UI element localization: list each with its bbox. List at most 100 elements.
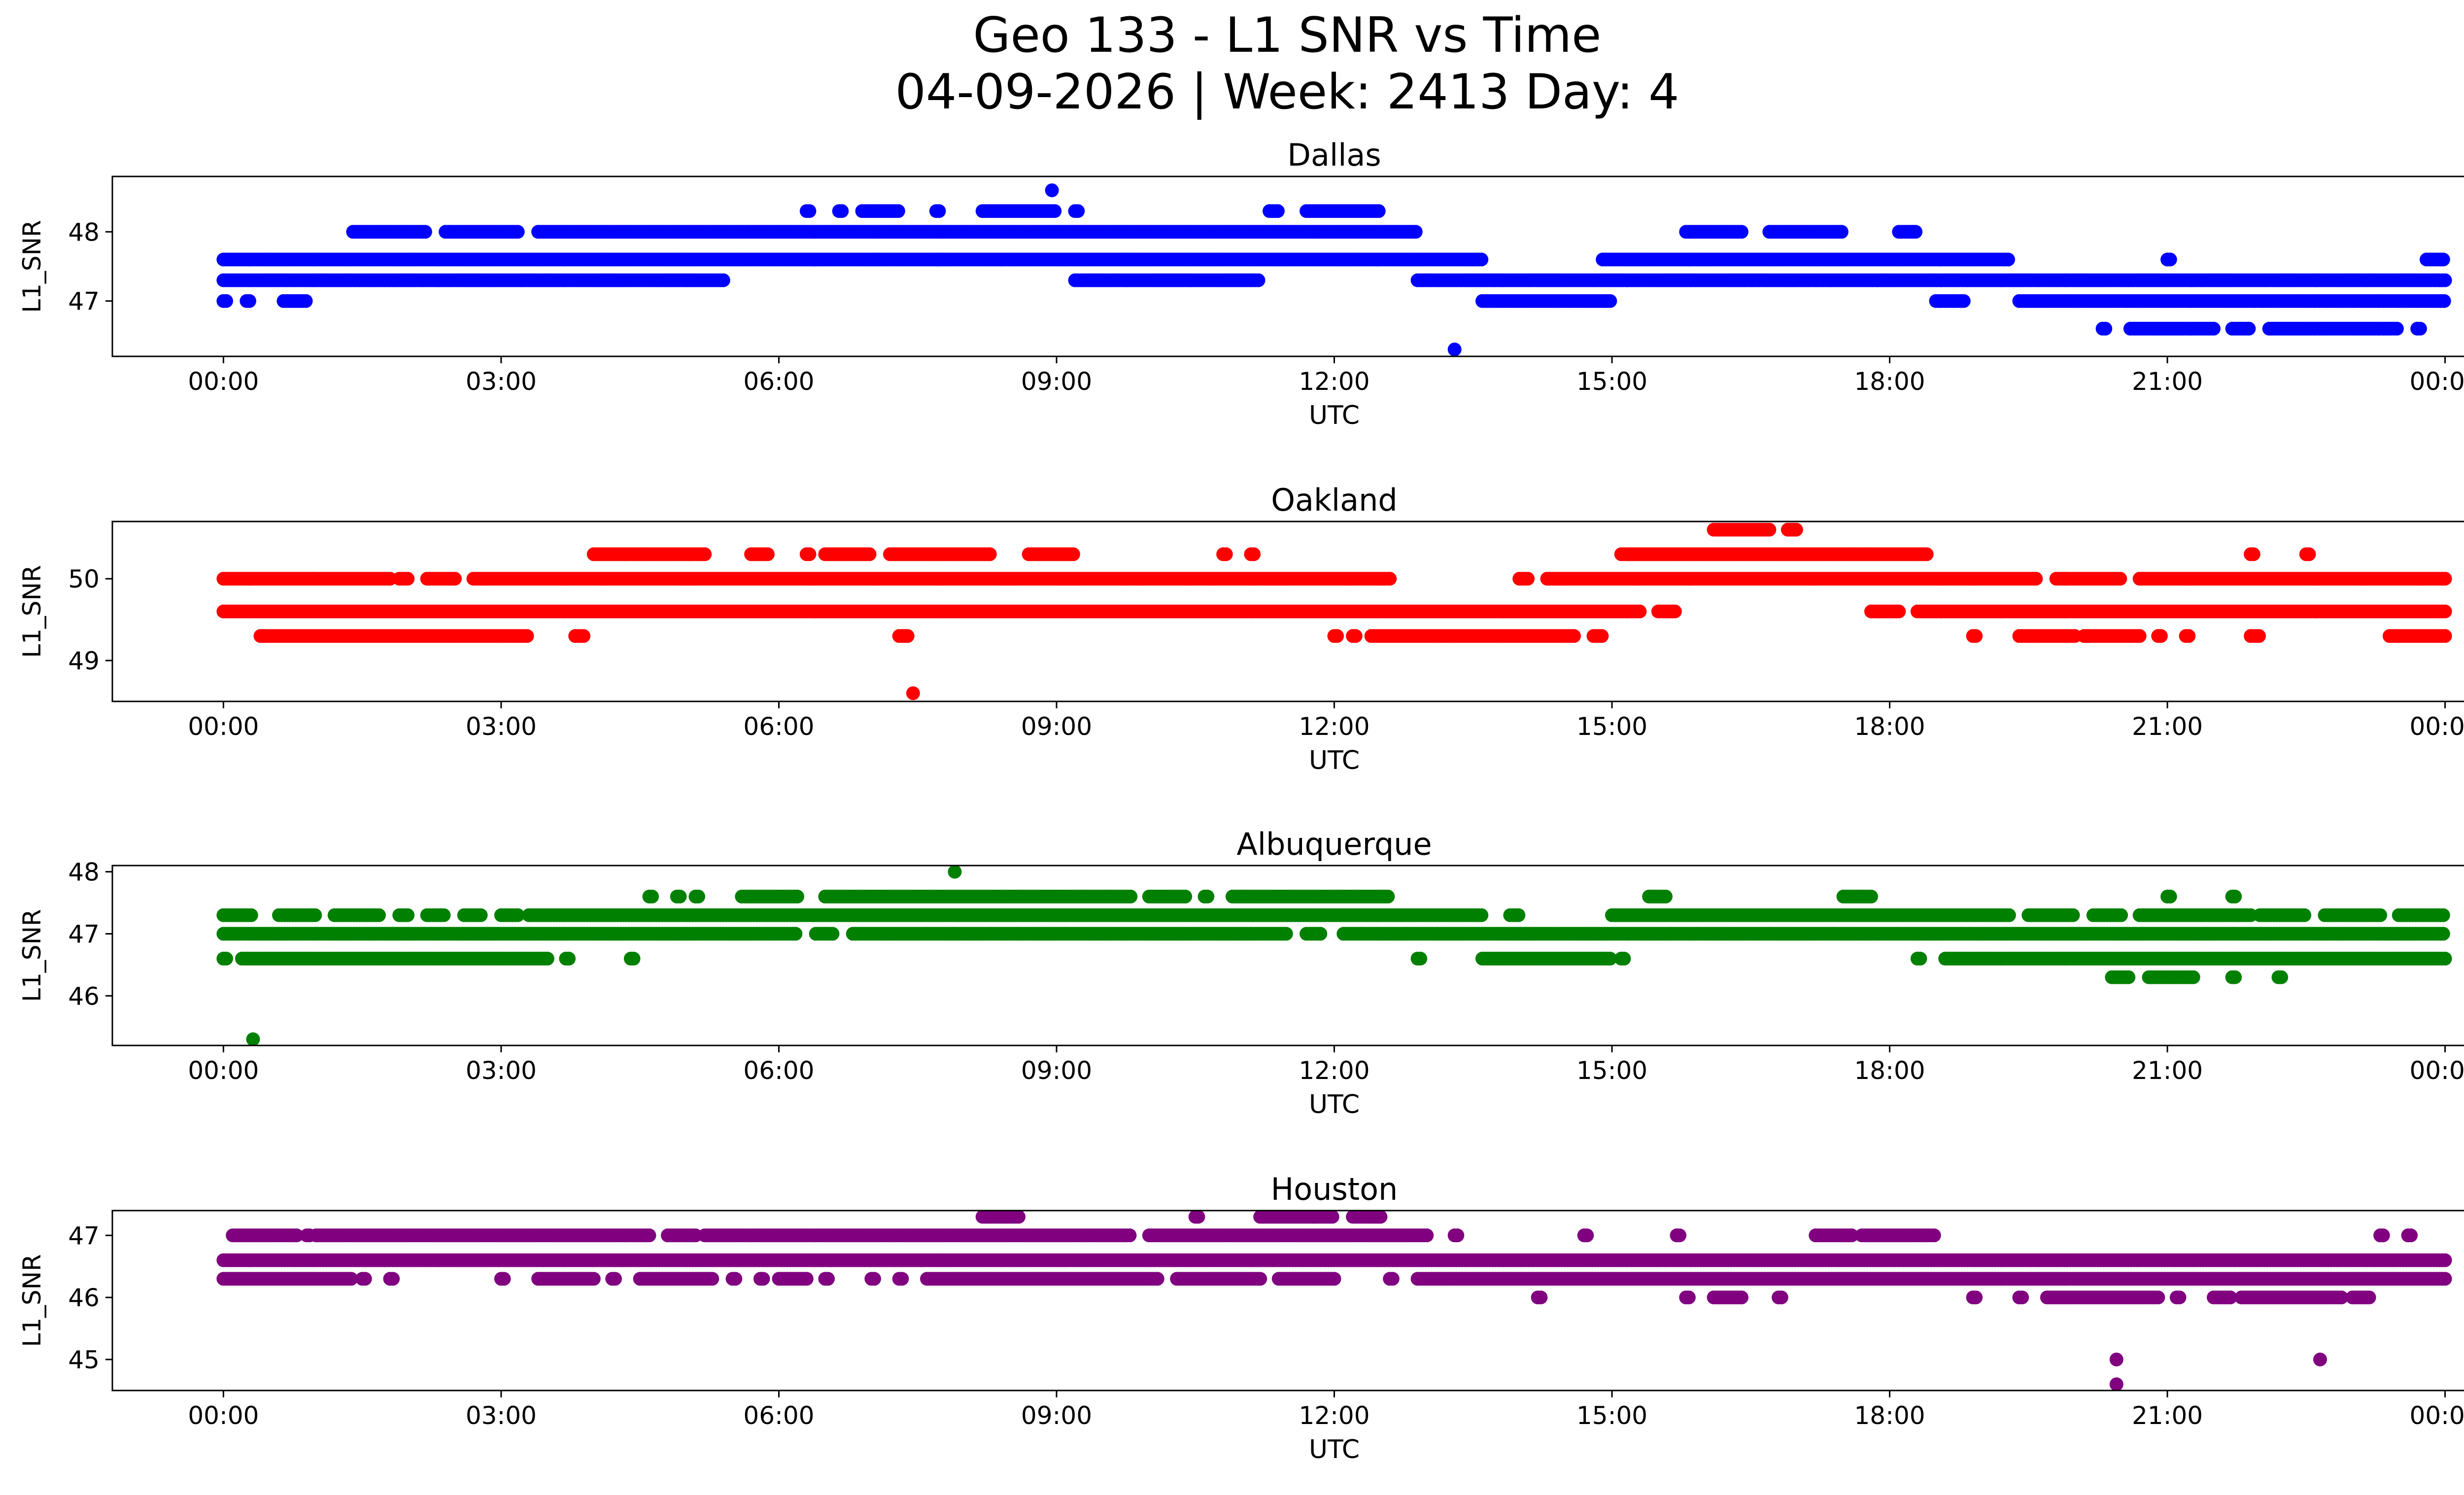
data-point [448, 572, 462, 586]
x-tick-label: 12:00 [1299, 367, 1369, 396]
data-point [2001, 252, 2015, 267]
data-point [825, 927, 840, 941]
data-point [418, 225, 432, 239]
data-point [698, 547, 712, 561]
data-point [891, 204, 905, 218]
data-point [1048, 204, 1062, 218]
scatter-points [216, 522, 2452, 700]
data-point [2242, 321, 2256, 336]
data-point [1789, 522, 1803, 537]
data-point [308, 908, 322, 922]
x-axis-label: UTC [1309, 401, 1360, 430]
y-tick-label: 47 [68, 287, 100, 316]
data-point [862, 547, 877, 561]
x-tick-label: 12:00 [1299, 712, 1369, 741]
y-tick-label: 50 [68, 565, 100, 593]
data-point [1735, 225, 1748, 239]
data-point [1969, 629, 1983, 643]
data-point [1247, 547, 1261, 561]
data-point [2302, 547, 2316, 561]
data-point [1279, 927, 1293, 941]
data-point [1348, 629, 1363, 643]
x-tick-label: 21:00 [2132, 367, 2203, 396]
data-point [983, 547, 997, 561]
data-point [835, 204, 849, 218]
data-point [906, 686, 920, 700]
data-point [2113, 572, 2127, 586]
data-point [1956, 294, 1971, 308]
data-point [2098, 321, 2113, 336]
data-point [1313, 927, 1328, 941]
data-point [932, 204, 946, 218]
x-axis-label: UTC [1309, 746, 1360, 775]
x-tick-label: 18:00 [1854, 367, 1925, 396]
data-point [2437, 294, 2451, 308]
data-point [1066, 547, 1080, 561]
data-point [2163, 252, 2177, 267]
data-point [299, 294, 313, 308]
data-point [219, 294, 233, 308]
x-tick-label: 09:00 [1021, 367, 1092, 396]
data-point [1219, 547, 1233, 561]
data-point [2207, 321, 2221, 336]
data-point [1330, 629, 1344, 643]
data-point [520, 629, 534, 643]
y-tick-label: 49 [68, 647, 100, 675]
data-point [1834, 225, 1848, 239]
data-point [2438, 273, 2452, 287]
data-point [1270, 204, 1285, 218]
data-point [2252, 629, 2266, 643]
figure-title-line1: Geo 133 - L1 SNR vs Time [973, 7, 1602, 64]
x-tick-label: 00:00 [188, 712, 259, 741]
data-point [1071, 204, 1085, 218]
data-point [1045, 183, 1059, 198]
y-axis-label: L1_SNR [18, 565, 46, 658]
data-point [1919, 547, 1934, 561]
data-point [1408, 225, 1423, 239]
data-point [760, 547, 775, 561]
data-point [1383, 572, 1397, 586]
subplot-title: Dallas [1287, 137, 1381, 173]
data-point [2029, 572, 2043, 586]
x-tick-label: 03:00 [466, 367, 537, 396]
data-point [788, 927, 803, 941]
y-axis-label: L1_SNR [18, 220, 46, 313]
data-point [244, 908, 258, 922]
data-point [577, 629, 591, 643]
subplot-title: Albuquerque [1236, 826, 1432, 862]
data-point [2154, 629, 2168, 643]
data-point [2246, 547, 2260, 561]
figure-title-line2: 04-09-2026 | Week: 2413 Day: 4 [895, 64, 1679, 120]
x-tick-label: 18:00 [1854, 712, 1925, 741]
data-point [1371, 204, 1386, 218]
data-point [401, 572, 415, 586]
data-point [1474, 252, 1489, 267]
data-point [1668, 604, 1682, 619]
data-point [2438, 604, 2452, 619]
x-tick-label: 15:00 [1576, 712, 1647, 741]
data-point [1567, 629, 1581, 643]
data-point [716, 273, 730, 287]
data-point [1595, 629, 1609, 643]
data-point [242, 294, 256, 308]
data-point [2438, 629, 2452, 643]
x-tick-label: 15:00 [1576, 367, 1647, 396]
data-point [1521, 572, 1535, 586]
data-point [2436, 252, 2450, 267]
data-point [2413, 321, 2427, 336]
data-point [474, 908, 488, 922]
x-tick-label: 21:00 [2132, 712, 2203, 741]
data-point [900, 629, 915, 643]
data-point [1633, 604, 1647, 619]
data-point [1447, 343, 1462, 356]
data-point [1892, 604, 1906, 619]
data-point [1762, 522, 1777, 537]
y-tick-label: 48 [68, 218, 100, 246]
data-point [2390, 321, 2404, 336]
data-point [802, 547, 817, 561]
data-point [1603, 294, 1617, 308]
